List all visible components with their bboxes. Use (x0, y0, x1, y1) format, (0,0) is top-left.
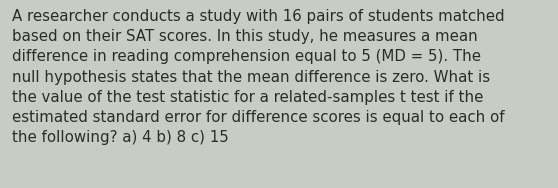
Text: A researcher conducts a study with 16 pairs of students matched
based on their S: A researcher conducts a study with 16 pa… (12, 9, 505, 145)
